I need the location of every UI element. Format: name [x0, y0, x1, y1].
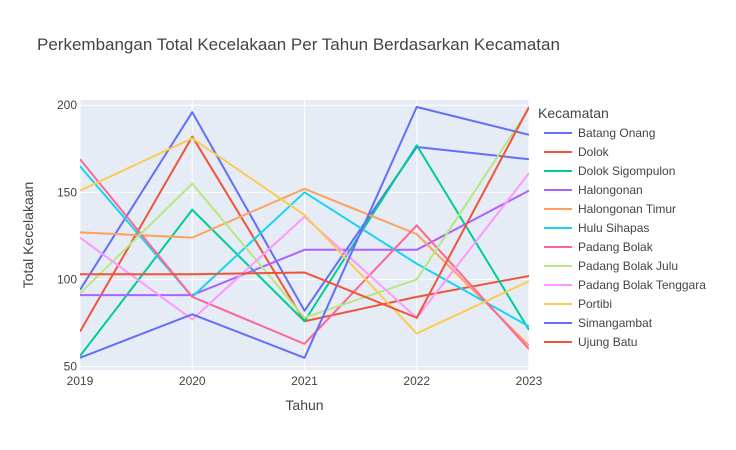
legend-label: Portibi: [578, 297, 612, 311]
legend-label: Padang Bolak: [578, 240, 654, 254]
legend-label: Batang Onang: [578, 126, 655, 140]
legend-item[interactable]: Portibi: [544, 297, 612, 311]
x-tick-label: 2021: [291, 374, 318, 388]
legend[interactable]: Kecamatan Batang Onang Dolok Dolok Sigompu…: [538, 105, 706, 349]
legend-item[interactable]: Dolok: [544, 145, 610, 159]
series-line[interactable]: [80, 108, 529, 319]
series-line[interactable]: [80, 158, 529, 350]
chart-title: Perkembangan Total Kecelakaan Per Tahun …: [37, 35, 560, 54]
y-axis-ticks: 50 100 150 200: [57, 98, 77, 373]
legend-item[interactable]: Padang Bolak Tenggara: [544, 278, 706, 292]
x-tick-label: 2019: [67, 374, 94, 388]
legend-label: Padang Bolak Julu: [578, 259, 678, 273]
legend-label: Dolok Sigompulon: [578, 164, 675, 178]
x-axis-ticks: 2019 2020 2021 2022 2023: [67, 374, 543, 388]
series-line[interactable]: [80, 106, 529, 319]
legend-label: Halongonan: [578, 183, 643, 197]
series-lines: [80, 105, 529, 359]
series-line[interactable]: [80, 105, 529, 359]
series-line[interactable]: [80, 172, 529, 321]
y-tick-label: 50: [64, 360, 78, 374]
legend-item[interactable]: Halongonan: [544, 183, 643, 197]
series-line[interactable]: [80, 111, 529, 312]
x-tick-label: 2022: [403, 374, 430, 388]
legend-item[interactable]: Dolok Sigompulon: [544, 164, 675, 178]
legend-title: Kecamatan: [538, 105, 609, 121]
y-tick-label: 100: [57, 272, 77, 286]
series-line[interactable]: [80, 189, 529, 297]
series-line[interactable]: [80, 165, 529, 328]
legend-label: Hulu Sihapas: [578, 221, 649, 235]
y-tick-label: 200: [57, 98, 77, 112]
legend-item[interactable]: Batang Onang: [544, 126, 655, 140]
legend-label: Simangambat: [578, 316, 653, 330]
x-axis-title: Tahun: [285, 397, 323, 413]
legend-label: Halongonan Timur: [578, 202, 676, 216]
legend-item[interactable]: Hulu Sihapas: [544, 221, 649, 235]
legend-item[interactable]: Halongonan Timur: [544, 202, 676, 216]
series-line[interactable]: [80, 137, 529, 335]
series-line[interactable]: [80, 187, 529, 347]
legend-label: Padang Bolak Tenggara: [578, 278, 706, 292]
y-tick-label: 150: [57, 185, 77, 199]
y-axis-title: Total Kecelakaan: [20, 182, 36, 289]
series-line[interactable]: [80, 144, 529, 357]
legend-item[interactable]: Simangambat: [544, 316, 653, 330]
legend-label: Dolok: [578, 145, 610, 159]
legend-item[interactable]: Padang Bolak: [544, 240, 654, 254]
legend-label: Ujung Batu: [578, 335, 637, 349]
x-tick-label: 2023: [516, 374, 543, 388]
legend-item[interactable]: Padang Bolak Julu: [544, 259, 678, 273]
legend-item[interactable]: Ujung Batu: [544, 335, 637, 349]
x-tick-label: 2020: [179, 374, 206, 388]
